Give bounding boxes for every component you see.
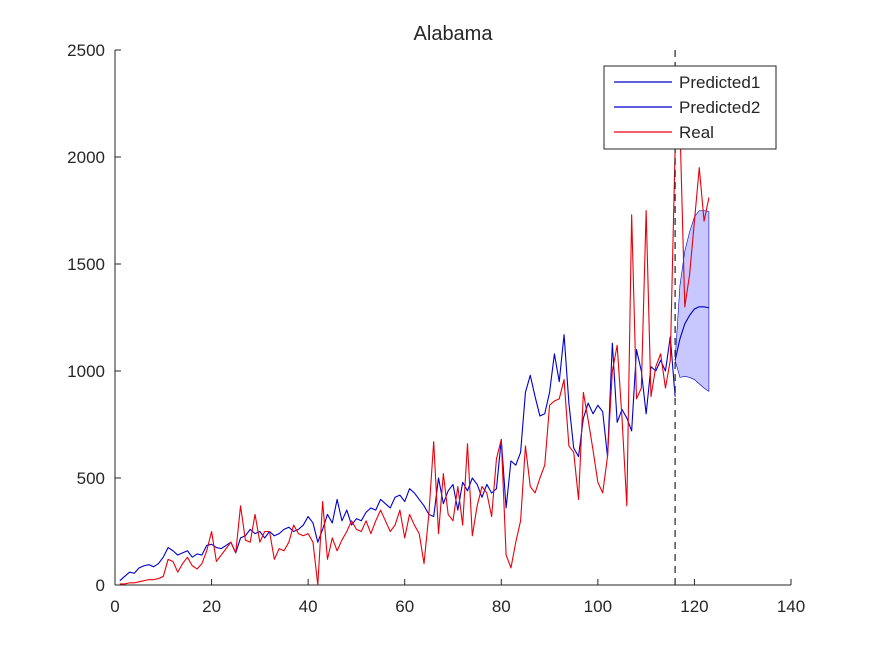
legend: Predicted1 Predicted2 Real	[603, 65, 777, 150]
x-tick-label: 100	[584, 597, 612, 616]
axes-layer: 0 20 40 60 80 100 120 140 0 500 1000 1500 2000 2500	[67, 41, 805, 616]
y-tick-label: 2000	[67, 148, 105, 167]
y-tick-label: 1000	[67, 362, 105, 381]
x-tick-label: 120	[680, 597, 708, 616]
y-tick-label: 500	[77, 469, 105, 488]
y-tick-label: 1500	[67, 255, 105, 274]
x-tick-label: 60	[395, 597, 414, 616]
x-tick-label: 140	[777, 597, 805, 616]
series-line-real	[119, 124, 710, 586]
x-tick-label: 40	[299, 597, 318, 616]
legend-label-predicted1: Predicted1	[679, 73, 760, 92]
series-line-predicted1	[119, 334, 676, 582]
y-tick-label: 2500	[67, 41, 105, 60]
confidence-band-layer	[674, 210, 710, 392]
legend-label-predicted2: Predicted2	[679, 98, 760, 117]
y-tick-label: 0	[96, 576, 105, 595]
x-tick-label: 20	[202, 597, 221, 616]
chart-title: Alabama	[414, 23, 494, 45]
legend-label-real: Real	[679, 123, 714, 142]
confidence-band	[674, 210, 710, 392]
x-tick-label: 0	[110, 597, 119, 616]
x-tick-label: 80	[492, 597, 511, 616]
series-line-predicted2	[674, 306, 710, 361]
